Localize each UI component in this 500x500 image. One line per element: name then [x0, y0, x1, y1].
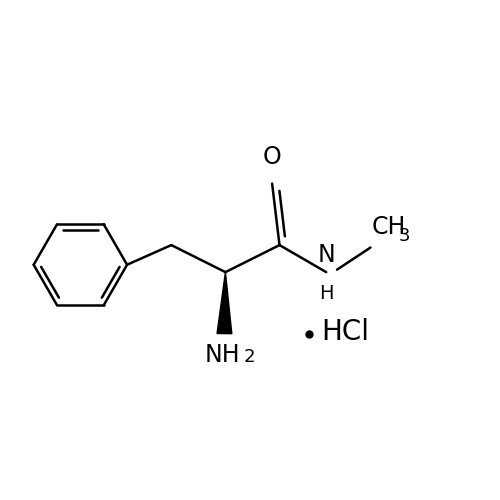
Text: H: H: [319, 284, 334, 304]
Text: 2: 2: [244, 348, 256, 366]
Text: N: N: [318, 243, 335, 267]
Text: NH: NH: [204, 344, 240, 367]
Text: 3: 3: [398, 227, 410, 245]
Text: CH: CH: [372, 215, 406, 239]
Text: HCl: HCl: [322, 318, 370, 346]
Polygon shape: [217, 272, 232, 334]
Text: O: O: [263, 145, 281, 169]
